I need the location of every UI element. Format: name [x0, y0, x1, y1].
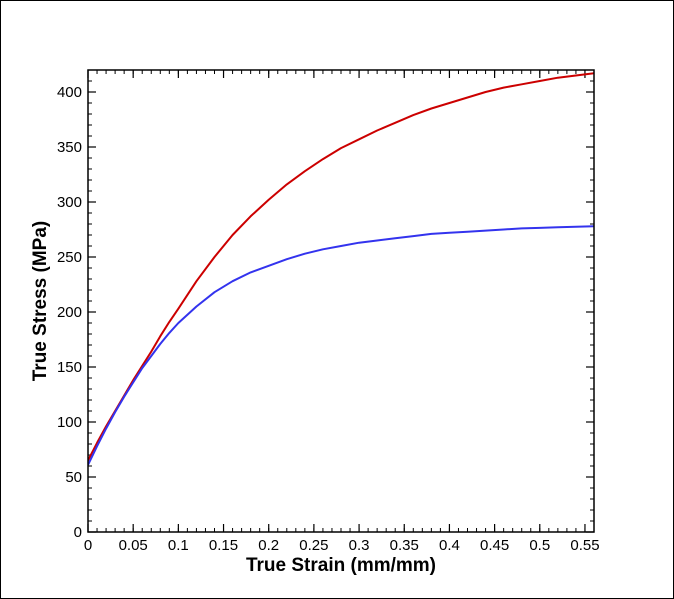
y-tick-label: 350: [57, 139, 82, 156]
y-tick-label: 400: [57, 84, 82, 101]
plot-area-border: [87, 69, 595, 533]
x-tick-label: 0.1: [168, 537, 189, 554]
x-tick-label: 0.55: [570, 537, 599, 554]
y-tick-label: 200: [57, 304, 82, 321]
y-tick-label: 300: [57, 194, 82, 211]
y-tick-label: 150: [57, 359, 82, 376]
series-line-1: [88, 72, 594, 461]
series-line-2: [88, 225, 594, 466]
y-tick-label: 100: [57, 414, 82, 431]
x-tick-label: 0.35: [390, 537, 419, 554]
x-tick-label: 0.2: [258, 537, 279, 554]
tick-labels: 0 0.05 0.1 0.15 0.2 0.25 0.3 0.35 0.4 0.45 0.5 0.55…: [57, 84, 600, 554]
x-axis-title: True Strain (mm/mm): [246, 555, 436, 576]
y-tick-label: 50: [65, 469, 82, 486]
y-tick-label: 250: [57, 249, 82, 266]
minor-ticks: [87, 69, 595, 533]
x-tick-label: 0.15: [209, 537, 238, 554]
x-tick-label: 0.4: [439, 537, 460, 554]
x-tick-label: 0.45: [480, 537, 509, 554]
y-tick-label: 0: [74, 524, 82, 541]
x-tick-label: 0.25: [299, 537, 328, 554]
series-group: [88, 72, 594, 466]
x-tick-label: 0: [84, 537, 92, 554]
y-axis-title: True Stress (MPa): [30, 221, 51, 382]
major-ticks: [87, 70, 594, 533]
x-tick-label: 0.3: [349, 537, 370, 554]
x-tick-label: 0.05: [119, 537, 148, 554]
x-tick-label: 0.5: [529, 537, 550, 554]
